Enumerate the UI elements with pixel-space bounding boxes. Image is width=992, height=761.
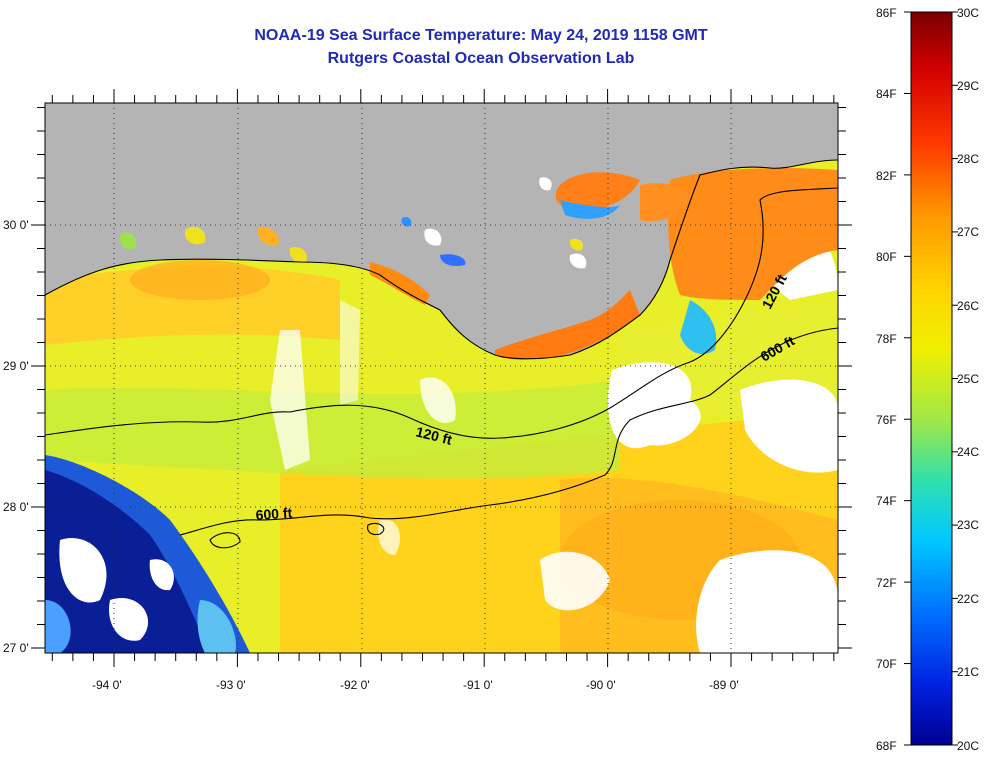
lat-label-28: 28 0'	[3, 500, 29, 514]
colorbar-f-86: 86F	[876, 6, 897, 20]
lon-label-90: -90 0'	[586, 678, 616, 692]
colorbar-c-30: 30C	[957, 6, 979, 20]
map-subtitle: Rutgers Coastal Ocean Observation Lab	[327, 50, 635, 67]
lon-label-93: -93 0'	[216, 678, 246, 692]
colorbar-gradient	[910, 11, 953, 746]
colorbar-f-78: 78F	[876, 332, 897, 346]
lat-label-29: 29 0'	[3, 359, 29, 373]
colorbar-f-84: 84F	[876, 87, 897, 101]
colorbar-c-28: 28C	[957, 152, 979, 166]
colorbar-c-22: 22C	[957, 592, 979, 606]
colorbar-f-70: 70F	[876, 657, 897, 671]
colorbar-c-25: 25C	[957, 372, 979, 386]
contour-120ft	[45, 187, 838, 439]
lon-label-94: -94 0'	[92, 678, 122, 692]
colorbar-c-29: 29C	[957, 79, 979, 93]
colorbar-f-76: 76F	[876, 413, 897, 427]
colorbar-c-23: 23C	[957, 518, 979, 532]
colorbar-c-27: 27C	[957, 225, 979, 239]
colorbar-f-80: 80F	[876, 250, 897, 264]
graticule	[45, 103, 838, 653]
longitude-labels: -94 0' -93 0' -92 0' -91 0' -90 0' -89 0…	[92, 678, 739, 692]
colorbar-c-21: 21C	[957, 665, 979, 679]
latitude-labels: 30 0' 29 0' 28 0' 27 0'	[3, 218, 29, 655]
contour-label-600ft-west: 600 ft	[255, 504, 293, 523]
colorbar: 86F 84F 82F 80F 78F 76F 74F 72F 70F 68F …	[876, 6, 979, 753]
colorbar-f-68: 68F	[876, 739, 897, 753]
lat-label-30: 30 0'	[3, 218, 29, 232]
lat-label-27: 27 0'	[3, 641, 29, 655]
map-frame	[44, 102, 839, 654]
map-title: NOAA-19 Sea Surface Temperature: May 24,…	[254, 27, 708, 44]
colorbar-c-20: 20C	[957, 739, 979, 753]
colorbar-f-82: 82F	[876, 169, 897, 183]
colorbar-f-74: 74F	[876, 494, 897, 508]
lon-label-91: -91 0'	[463, 678, 493, 692]
lon-label-89: -89 0'	[709, 678, 739, 692]
contour-600ft	[179, 327, 838, 536]
lon-label-92: -92 0'	[340, 678, 370, 692]
axis-ticks	[31, 89, 852, 667]
colorbar-c-24: 24C	[957, 445, 979, 459]
map-area	[45, 103, 838, 653]
colorbar-c-26: 26C	[957, 299, 979, 313]
colorbar-f-72: 72F	[876, 576, 897, 590]
